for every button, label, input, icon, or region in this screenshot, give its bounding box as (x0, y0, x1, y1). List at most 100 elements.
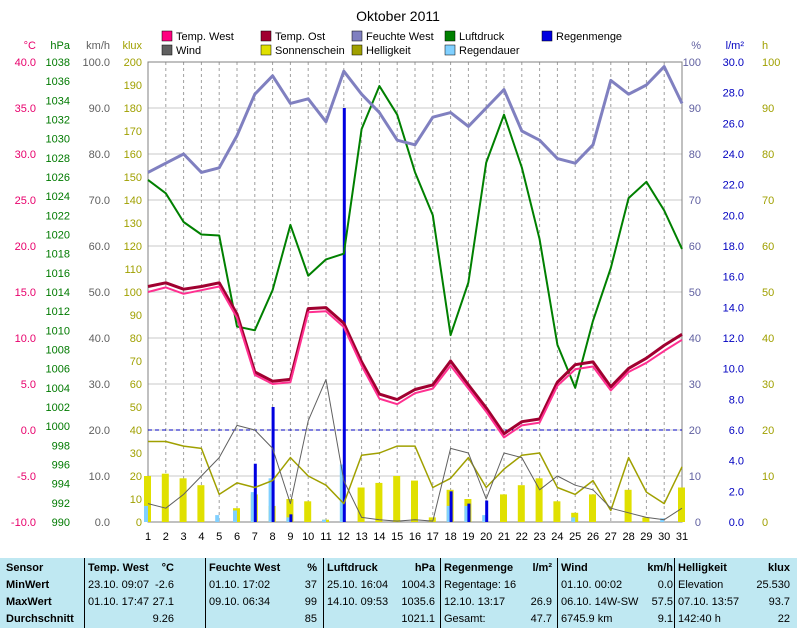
axis-unit-wind: km/h (86, 40, 110, 52)
axis-tick-temp: 25.0 (15, 195, 36, 207)
axis-tick-rain: 16.0 (723, 272, 744, 284)
table-cell-value: 9.1 (657, 613, 673, 625)
axis-tick-wind: 10.0 (89, 471, 110, 483)
rain-duration-bar (482, 515, 487, 522)
axis-tick-pressure: 996 (52, 460, 70, 472)
x-tick-label: 3 (181, 531, 187, 543)
axis-tick-pressure: 1006 (46, 364, 70, 376)
axis-tick-hours: 60 (762, 241, 774, 253)
x-tick-label: 1 (145, 531, 151, 543)
axis-tick-hours: 100 (762, 57, 780, 69)
axis-tick-rain: 10.0 (723, 364, 744, 376)
table-column: Feuchte West% 01.10. 17:02 37 09.10. 06:34 9… (209, 558, 321, 628)
axis-tick-wind: 60.0 (89, 241, 110, 253)
legend-swatch (161, 30, 173, 42)
x-tick-label: 9 (287, 531, 293, 543)
legend-label: Sonnenschein (275, 45, 345, 57)
table-cell-value: -2.6 (155, 579, 174, 591)
table-cell-value: 47.7 (530, 613, 552, 625)
axis-tick-light: 120 (124, 241, 142, 253)
axis-tick-pressure: 1030 (46, 134, 70, 146)
axis-tick-humidity: 20 (689, 425, 701, 437)
axis-tick-wind: 50.0 (89, 287, 110, 299)
axis-tick-pressure: 1038 (46, 57, 70, 69)
axis-tick-pressure: 1018 (46, 249, 70, 261)
sunshine-bar (517, 485, 525, 522)
axis-tick-humidity: 70 (689, 195, 701, 207)
rain-duration-bar (322, 519, 326, 522)
table-column-separator (323, 558, 324, 628)
rain-duration-bar (446, 505, 451, 522)
axis-tick-light: 170 (124, 126, 142, 138)
line-series (147, 65, 684, 522)
rain-duration-bar (660, 518, 665, 522)
sunshine-bar (535, 478, 543, 522)
axis-tick-hours: 30 (762, 379, 774, 391)
table-cell-value: 1004.3 (401, 579, 435, 591)
x-tick-label: 12 (338, 531, 350, 543)
x-tick-label: 28 (622, 531, 634, 543)
axis-tick-wind: 40.0 (89, 333, 110, 345)
axis-tick-rain: 20.0 (723, 210, 744, 222)
table-cell-label: Elevation (678, 579, 724, 591)
sunshine-bar (553, 501, 561, 522)
axis-tick-pressure: 1016 (46, 268, 70, 280)
table-column: Regenmenge l/m² Regentage: 16 12.10. 13:17 2… (444, 558, 556, 628)
rain-amount-bar (342, 108, 346, 522)
axis-tick-hours: 40 (762, 333, 774, 345)
x-tick-label: 14 (373, 531, 385, 543)
legend-swatch (260, 44, 272, 56)
rain-duration-bar (571, 517, 576, 522)
axis-tick-pressure: 1026 (46, 172, 70, 184)
axis-tick-rain: 18.0 (723, 241, 744, 253)
table-cell-value: 27.1 (152, 596, 174, 608)
x-tick-label: 31 (676, 531, 688, 543)
legend-label: Temp. Ost (275, 31, 325, 43)
axis-tick-light: 80 (130, 333, 142, 345)
axis-tick-rain: 30.0 (723, 57, 744, 69)
row-label-avg: Durchschnitt (6, 613, 74, 625)
table-cell-value: 37 (304, 579, 317, 591)
x-tick-label: 18 (444, 531, 456, 543)
axis-tick-pressure: 1032 (46, 115, 70, 127)
axis-tick-hours: 10 (762, 471, 774, 483)
axis-tick-pressure: 994 (52, 479, 70, 491)
rain-duration-bar (286, 517, 291, 522)
table-cell-label: 23.10. 09:07 (88, 579, 150, 591)
x-tick-label: 24 (551, 531, 563, 543)
sunshine-bar (304, 501, 312, 522)
axis-tick-temp: 0.0 (21, 425, 36, 437)
axis-unit-hours: h (762, 40, 768, 52)
axis-tick-light: 0 (136, 517, 142, 529)
axis-tick-humidity: 90 (689, 103, 701, 115)
axis-unit-temp: °C (24, 40, 36, 52)
axis-tick-light: 180 (124, 103, 142, 115)
axis-tick-temp: 35.0 (15, 103, 36, 115)
axis-tick-pressure: 1010 (46, 325, 70, 337)
axis-tick-temp: -10.0 (11, 517, 36, 529)
sunshine-bar (375, 482, 383, 522)
axis-tick-light: 150 (124, 172, 142, 184)
axis-unit-pressure: hPa (50, 40, 70, 52)
axis-tick-pressure: 1014 (46, 287, 70, 299)
legend-label: Helligkeit (366, 45, 411, 57)
table-column-separator (557, 558, 558, 628)
axis-tick-light: 10 (130, 494, 142, 506)
axis-tick-temp: 40.0 (15, 57, 36, 69)
table-column-header: Helligkeit (678, 562, 727, 574)
sunshine-bar (678, 487, 685, 522)
x-tick-label: 6 (234, 531, 240, 543)
legend-label: Temp. West (176, 31, 234, 43)
table-column-unit: hPa (414, 562, 435, 574)
bar-series (144, 108, 685, 522)
axis-tick-pressure: 1000 (46, 421, 70, 433)
axis-unit-light: klux (122, 40, 142, 52)
axis-tick-wind: 70.0 (89, 195, 110, 207)
axis-tick-light: 50 (130, 402, 142, 414)
axis-tick-pressure: 998 (52, 440, 70, 452)
rain-duration-bar (250, 492, 255, 522)
axis-tick-light: 110 (124, 264, 142, 276)
table-cell-label: 142:40 h (678, 613, 721, 625)
axis-tick-rain: 12.0 (723, 333, 744, 345)
axis-tick-temp: 15.0 (15, 287, 36, 299)
